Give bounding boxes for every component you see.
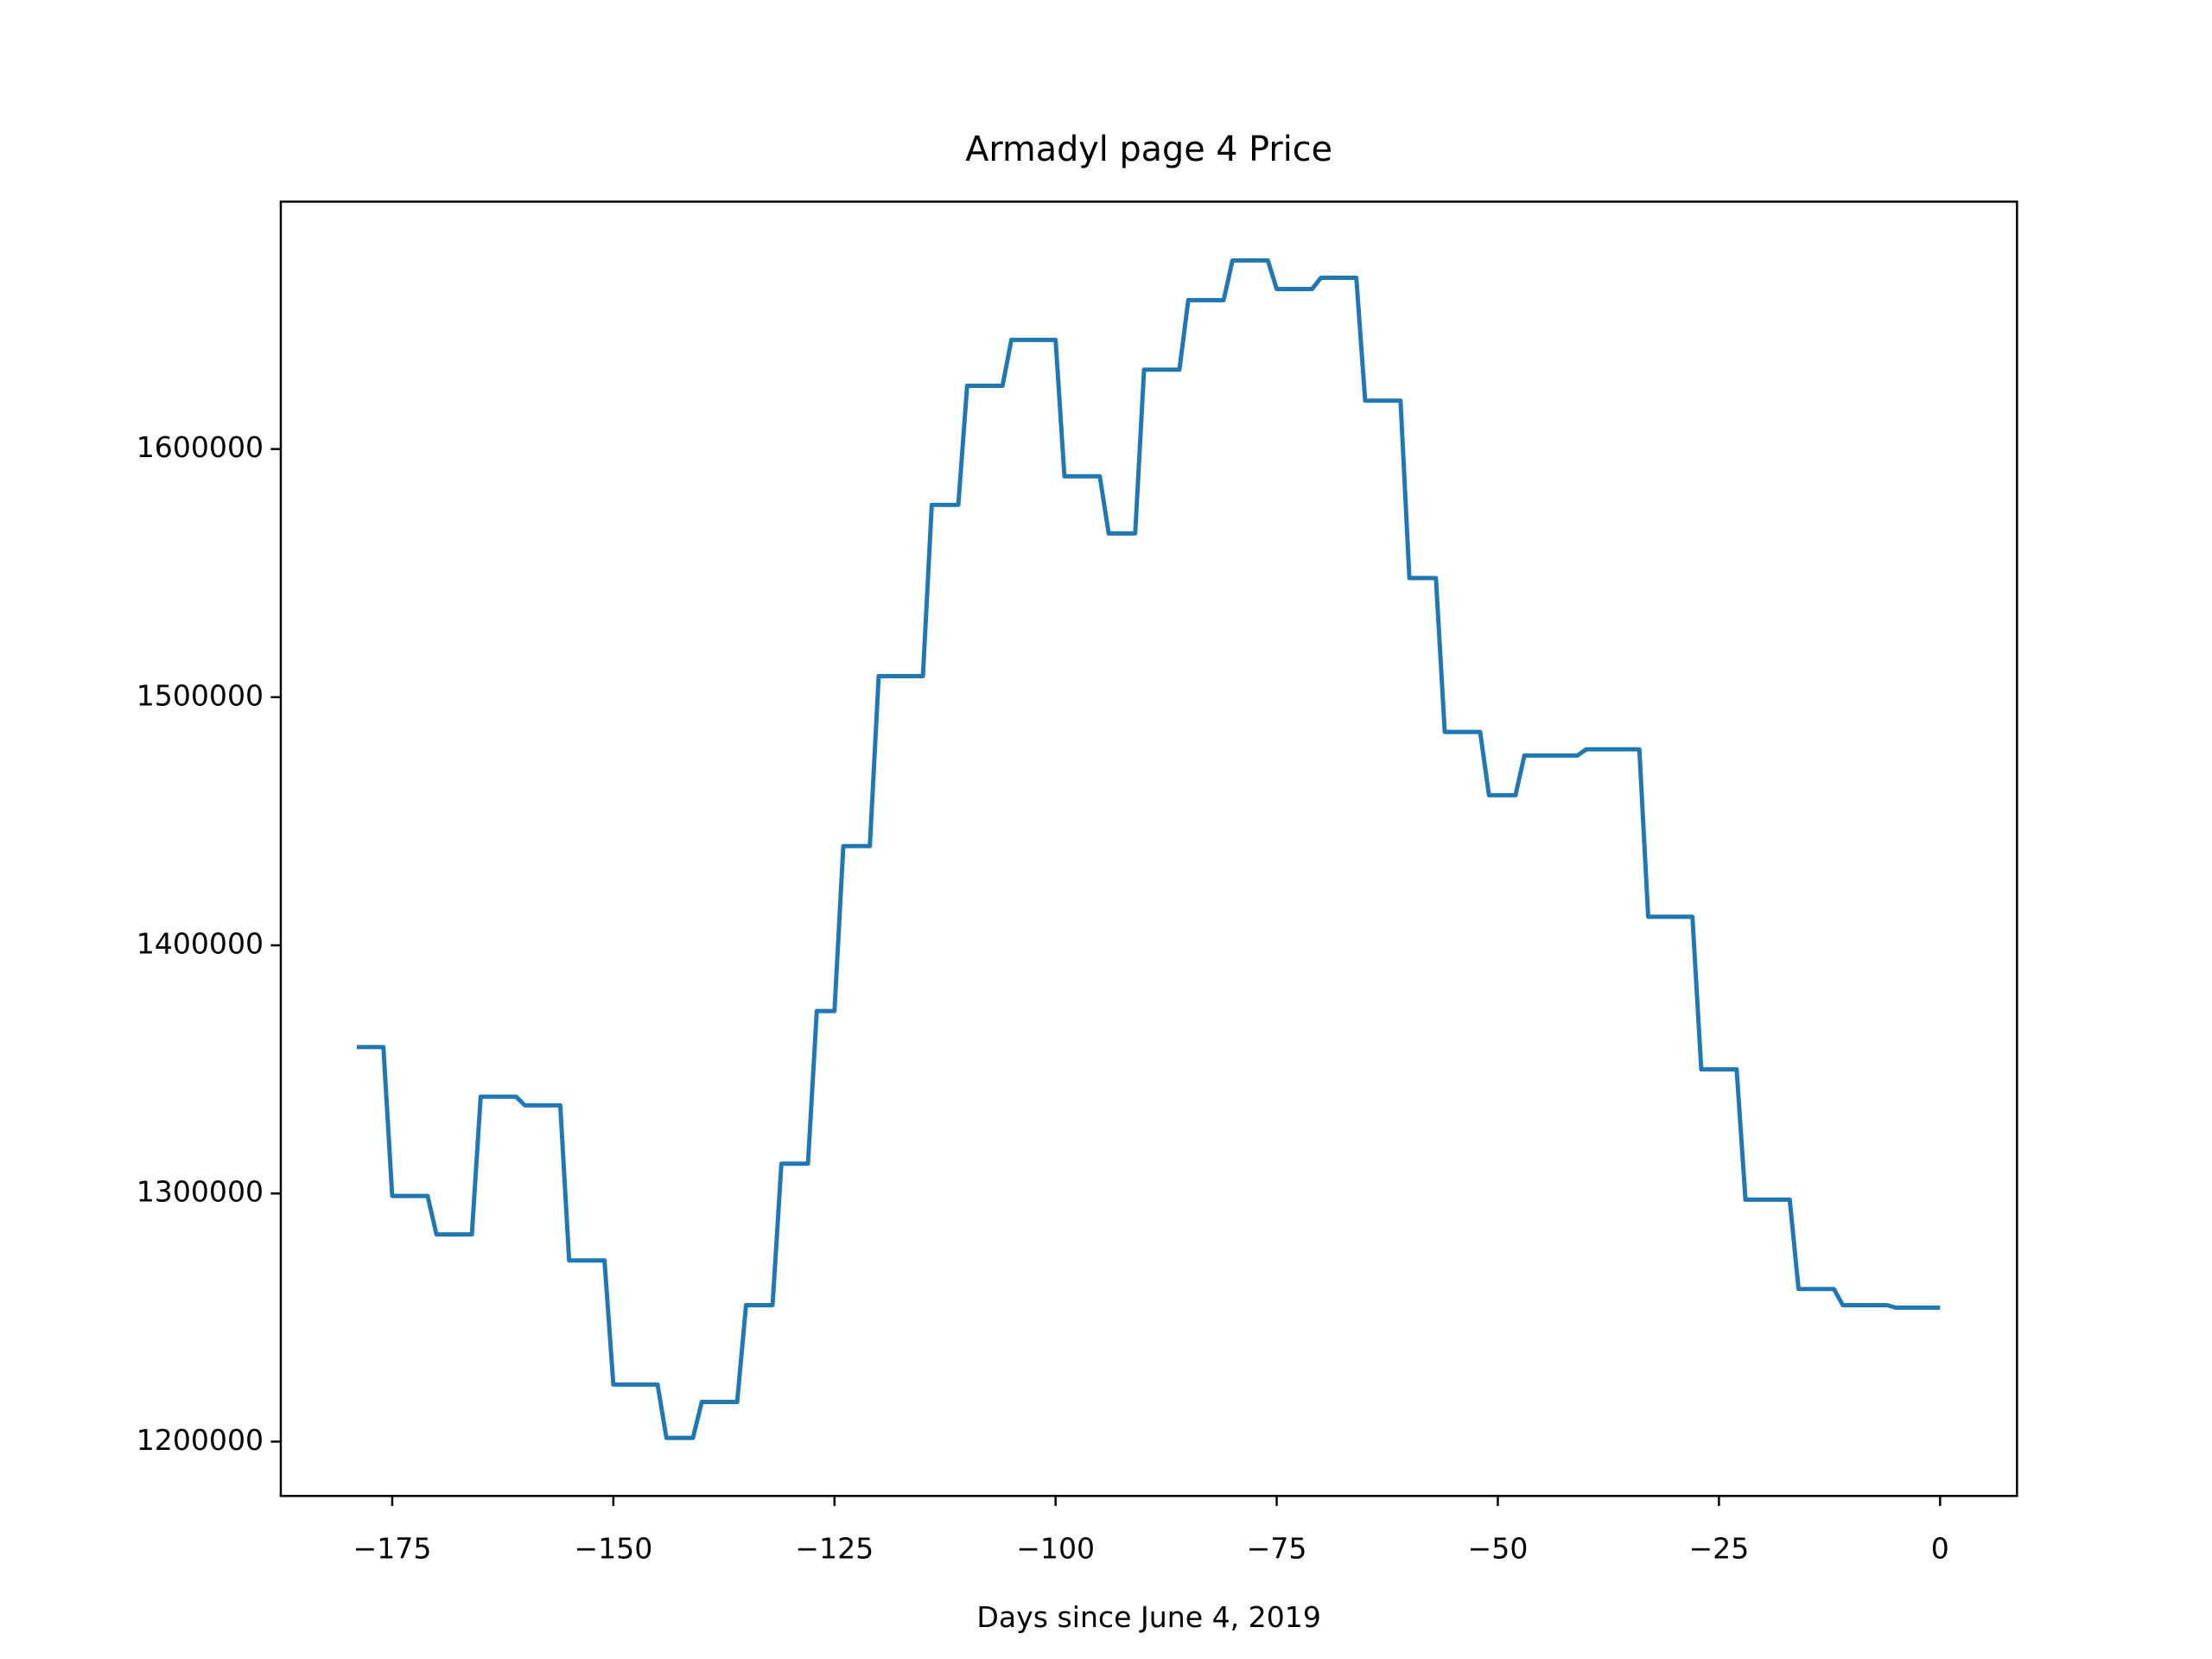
chart-title: Armadyl page 4 Price	[965, 130, 1332, 169]
y-tick-label: 1500000	[137, 678, 264, 712]
x-tick-label: 0	[1931, 1532, 1949, 1566]
price-line	[356, 257, 1941, 1440]
x-tick-label: −100	[1016, 1532, 1095, 1566]
y-tick-label: 1600000	[137, 430, 264, 464]
y-tick-label: 1200000	[137, 1423, 264, 1457]
x-tick-label: −125	[795, 1532, 874, 1566]
x-tick-label: −25	[1688, 1532, 1749, 1566]
plot-frame	[279, 200, 2018, 1497]
x-tick-label: −50	[1468, 1532, 1529, 1566]
x-tick-label: −75	[1247, 1532, 1307, 1566]
x-tick-label: −150	[574, 1532, 652, 1566]
x-tick-label: −175	[353, 1532, 431, 1566]
y-tick-label: 1400000	[137, 927, 264, 961]
x-axis-label: Days since June 4, 2019	[976, 1600, 1321, 1634]
y-tick-label: 1300000	[137, 1175, 264, 1209]
